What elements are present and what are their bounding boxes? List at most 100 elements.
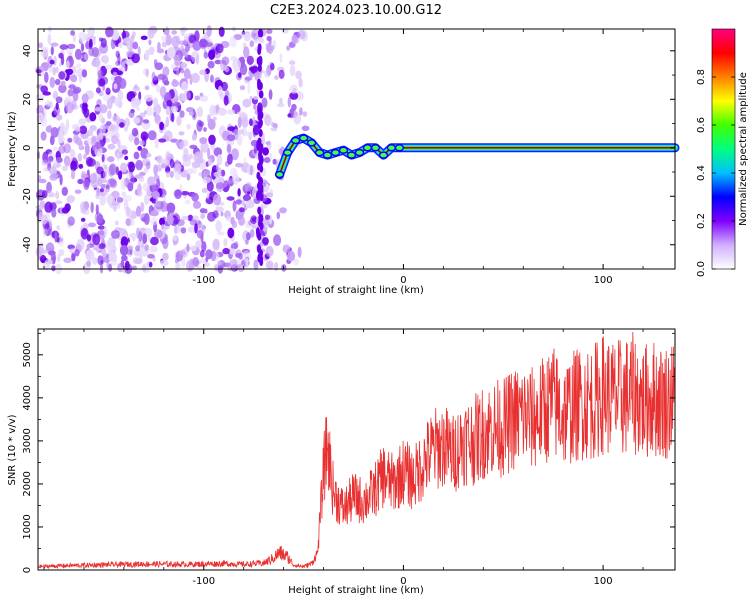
trace-blob	[282, 148, 293, 157]
y-tick-label: 4000	[22, 385, 33, 410]
noise-blob	[169, 158, 175, 169]
noise-blob	[282, 244, 291, 253]
noise-blob	[51, 208, 57, 218]
noise-blob	[210, 74, 214, 83]
noise-blob	[166, 214, 174, 226]
noise-blob	[60, 80, 66, 86]
noise-blob	[295, 70, 302, 80]
noise-blob	[246, 232, 251, 241]
noise-blob	[163, 80, 170, 86]
noise-blob	[110, 201, 120, 207]
noise-blob	[279, 53, 283, 63]
colorbar-frame	[711, 28, 736, 270]
y-tick-label: 1000	[22, 514, 33, 539]
noise-blob	[198, 265, 203, 272]
noise-blob	[69, 149, 76, 158]
noise-blob	[38, 178, 47, 184]
noise-blob	[188, 34, 197, 44]
noise-blob	[85, 249, 95, 261]
trace-blob	[274, 170, 285, 179]
noise-blob	[97, 177, 103, 187]
noise-blob	[82, 101, 88, 112]
noise-blob	[232, 200, 237, 212]
noise-blob	[107, 110, 112, 120]
noise-blob	[49, 59, 55, 65]
noise-blob	[205, 249, 213, 260]
noise-blob	[273, 261, 279, 272]
noise-blob	[99, 104, 108, 114]
noise-blob	[102, 170, 108, 180]
noise-blob	[220, 211, 224, 217]
noise-blob	[54, 200, 63, 205]
noise-blob	[40, 47, 49, 58]
noise-blob	[268, 89, 273, 100]
noise-blob	[58, 249, 65, 257]
noise-blob	[250, 139, 259, 147]
noise-blob	[66, 47, 74, 55]
noise-blob	[221, 56, 230, 66]
noise-blob	[147, 27, 155, 39]
noise-blob	[249, 95, 253, 101]
noise-blob	[77, 153, 83, 162]
noise-blob	[180, 139, 189, 147]
colorbar-tick-label: 0.4	[696, 165, 707, 181]
noise-blob	[222, 247, 230, 255]
noise-blob	[191, 72, 200, 84]
noise-blob	[237, 116, 242, 128]
noise-blob	[124, 260, 130, 271]
noise-blob	[225, 178, 235, 184]
noise-blob	[165, 34, 172, 46]
noise-blob	[130, 97, 138, 109]
noise-blob	[199, 258, 207, 264]
noise-blob	[230, 148, 239, 161]
noise-blob	[237, 216, 246, 226]
noise-blob	[41, 247, 45, 255]
noise-blob	[103, 164, 108, 170]
noise-blob	[50, 173, 59, 178]
noise-blob	[203, 127, 207, 132]
noise-blob	[66, 194, 74, 204]
noise-blob	[225, 215, 230, 222]
trace-blob	[338, 146, 349, 154]
noise-blob	[288, 60, 296, 66]
noise-blob	[228, 93, 233, 103]
noise-blob	[196, 54, 199, 65]
noise-blob	[209, 104, 217, 116]
noise-blob	[54, 78, 61, 86]
noise-blob	[63, 257, 73, 264]
noise-blob	[235, 199, 243, 205]
noise-blob	[180, 62, 188, 69]
noise-blob	[88, 222, 96, 228]
noise-blob	[83, 153, 87, 160]
noise-blob	[223, 238, 228, 247]
noise-blob	[253, 259, 259, 271]
noise-blob	[165, 171, 171, 178]
noise-blob	[219, 91, 225, 100]
noise-blob	[99, 124, 106, 135]
noise-blob	[92, 135, 101, 143]
noise-blob	[173, 235, 178, 241]
noise-blob	[165, 116, 170, 128]
noise-blob	[241, 117, 249, 128]
noise-blob	[141, 217, 147, 222]
noise-blob	[242, 250, 252, 263]
noise-blob	[120, 178, 127, 191]
noise-blob	[153, 181, 157, 186]
noise-blob	[231, 127, 235, 133]
noise-band-blob	[258, 129, 263, 137]
noise-blob	[270, 62, 275, 71]
spectrogram-y-label: Frequency (Hz)	[7, 111, 18, 187]
y-tick-label: 0	[22, 567, 33, 573]
noise-blob	[135, 205, 142, 217]
y-tick-label: 5000	[22, 342, 33, 367]
noise-blob	[90, 126, 97, 133]
noise-blob	[100, 262, 103, 274]
noise-blob	[243, 156, 247, 167]
spectrogram-x-label: Height of straight line (km)	[288, 285, 424, 296]
noise-blob	[99, 194, 106, 206]
noise-blob	[231, 263, 240, 270]
noise-blob	[128, 161, 136, 173]
trace-blob	[314, 148, 325, 157]
noise-blob	[212, 238, 220, 251]
